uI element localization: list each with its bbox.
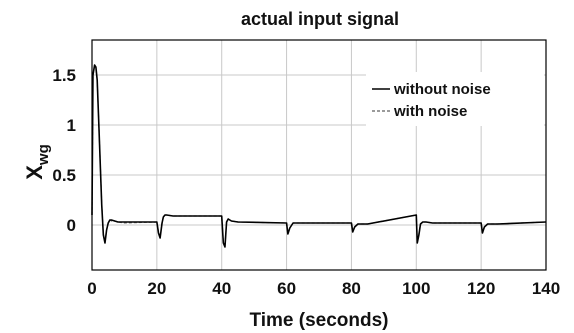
legend: without noise with noise <box>366 72 544 126</box>
x-tick-label: 20 <box>147 279 166 298</box>
x-tick-label: 80 <box>342 279 361 298</box>
x-tick-label: 0 <box>87 279 96 298</box>
y-tick-labels: 0 0.5 1 1.5 <box>52 66 76 235</box>
x-tick-label: 40 <box>212 279 231 298</box>
y-tick-label: 0 <box>67 216 76 235</box>
x-tick-label: 60 <box>277 279 296 298</box>
legend-box <box>366 72 544 126</box>
y-tick-label: 1.5 <box>52 66 76 85</box>
y-axis-label-main: X <box>22 165 47 180</box>
y-axis-label: Xwg <box>22 144 52 180</box>
x-tick-labels: 0 20 40 60 80 100 120 140 <box>87 279 560 298</box>
chart-title: actual input signal <box>241 9 399 29</box>
legend-label: without noise <box>393 81 491 98</box>
x-tick-label: 100 <box>402 279 430 298</box>
plot-frame <box>91 39 547 271</box>
series-lines <box>91 64 547 248</box>
x-axis-label: Time (seconds) <box>249 310 388 331</box>
svg-text:Xwg: Xwg <box>22 144 52 180</box>
series-line-without-noise <box>91 64 547 248</box>
y-tick-label: 0.5 <box>52 166 76 185</box>
y-axis-label-subscript: wg <box>35 144 52 166</box>
y-tick-label: 1 <box>67 116 76 135</box>
x-tick-label: 140 <box>532 279 560 298</box>
x-tick-label: 120 <box>467 279 495 298</box>
legend-label: with noise <box>393 103 467 120</box>
